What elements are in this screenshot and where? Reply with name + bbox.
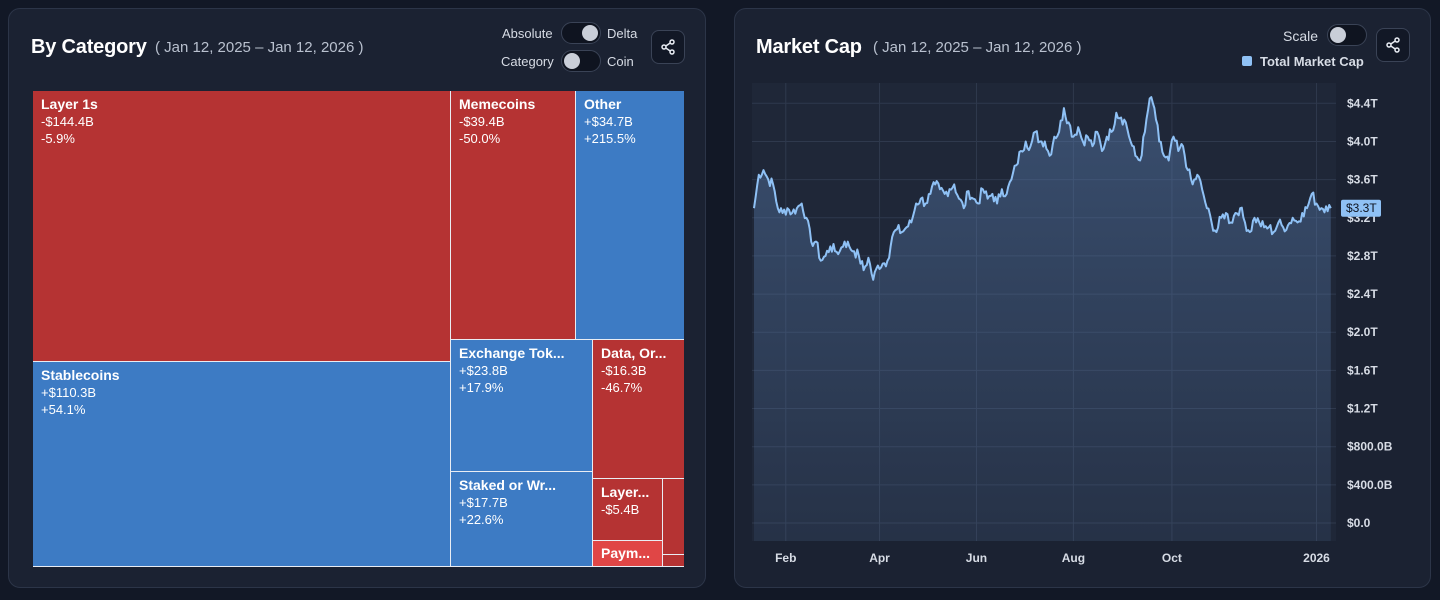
cell-delta: +$110.3B bbox=[41, 385, 97, 400]
cell-pct: -5.9% bbox=[41, 131, 75, 146]
treemap-title: By Category bbox=[31, 36, 147, 58]
y-tick-label: $0.0 bbox=[1347, 516, 1371, 530]
share-icon bbox=[661, 39, 675, 55]
treemap-cell-data-oracles[interactable]: Data, Or... -$16.3B -46.7% bbox=[593, 340, 684, 479]
toggle-knob bbox=[564, 53, 580, 69]
y-tick-label: $2.4T bbox=[1347, 287, 1378, 301]
treemap-cell-memecoins[interactable]: Memecoins -$39.4B -50.0% bbox=[451, 91, 576, 340]
cell-pct: -50.0% bbox=[459, 131, 501, 146]
market-cap-chart: $0.0 $400.0B $800.0B $1.2T $1.6T $2.0T $2.4T $2… bbox=[752, 83, 1393, 565]
treemap-cell-layer-1s[interactable]: Layer 1s -$144.4B -5.9% bbox=[33, 91, 451, 362]
category-treemap-panel: By Category ( Jan 12, 2025 – Jan 12, 202… bbox=[8, 8, 706, 588]
toggle-coin-label: Coin bbox=[607, 54, 634, 69]
x-tick-label: Apr bbox=[869, 551, 890, 565]
cell-pct: +22.6% bbox=[459, 512, 504, 527]
scale-toggle[interactable] bbox=[1327, 24, 1367, 46]
market-cap-line[interactable] bbox=[753, 96, 1332, 281]
treemap-date-range: ( Jan 12, 2025 – Jan 12, 2026 ) bbox=[155, 39, 364, 56]
treemap: Layer 1s -$144.4B -5.9% Stablecoins +$11… bbox=[33, 91, 684, 567]
cell-label: Exchange Tok... bbox=[459, 345, 565, 361]
share-icon bbox=[1386, 37, 1400, 53]
absolute-delta-toggle[interactable] bbox=[561, 22, 601, 44]
x-tick-label: Oct bbox=[1162, 551, 1182, 565]
y-tick-label: $1.6T bbox=[1347, 363, 1378, 377]
cell-delta: -$39.4B bbox=[459, 114, 505, 129]
cell-label: Staked or Wr... bbox=[459, 477, 556, 493]
treemap-cell-small-1[interactable] bbox=[663, 479, 684, 555]
treemap-cell-small-2[interactable] bbox=[663, 555, 684, 567]
market-cap-share-button[interactable] bbox=[1376, 28, 1410, 62]
x-tick-label: 2026 bbox=[1303, 551, 1330, 565]
y-tick-label: $400.0B bbox=[1347, 478, 1393, 492]
legend-total-market-cap[interactable]: Total Market Cap bbox=[1260, 54, 1364, 69]
cell-delta: +$34.7B bbox=[584, 114, 633, 129]
market-cap-area bbox=[754, 97, 1331, 541]
y-tick-label: $2.0T bbox=[1347, 325, 1378, 339]
market-cap-date-range: ( Jan 12, 2025 – Jan 12, 2026 ) bbox=[873, 39, 1082, 56]
x-tick-label: Feb bbox=[775, 551, 796, 565]
cell-label: Memecoins bbox=[459, 96, 536, 112]
toggle-category-label: Category bbox=[501, 54, 554, 69]
y-tick-label: $800.0B bbox=[1347, 440, 1393, 454]
scale-label: Scale bbox=[1283, 28, 1319, 44]
x-tick-label: Jun bbox=[966, 551, 987, 565]
cell-delta: -$144.4B bbox=[41, 114, 94, 129]
cell-label: Layer... bbox=[601, 484, 650, 500]
treemap-cell-exchange-tokens[interactable]: Exchange Tok... +$23.8B +17.9% bbox=[451, 340, 593, 472]
y-tick-label: $2.8T bbox=[1347, 249, 1378, 263]
cell-label: Stablecoins bbox=[41, 367, 120, 383]
treemap-share-button[interactable] bbox=[651, 30, 685, 64]
treemap-cell-stablecoins[interactable]: Stablecoins +$110.3B +54.1% bbox=[33, 362, 451, 567]
cell-pct: +215.5% bbox=[584, 131, 636, 146]
cell-pct: +54.1% bbox=[41, 402, 86, 417]
cell-label: Paym... bbox=[601, 545, 651, 561]
cell-delta: -$5.4B bbox=[601, 502, 640, 517]
category-coin-toggle[interactable] bbox=[561, 50, 601, 72]
cell-pct: -46.7% bbox=[601, 380, 643, 395]
y-tick-label: $4.0T bbox=[1347, 134, 1378, 148]
y-tick-label: $4.4T bbox=[1347, 96, 1378, 110]
toggle-knob bbox=[1330, 27, 1346, 43]
treemap-cell-layer-2s[interactable]: Layer... -$5.4B bbox=[593, 479, 663, 541]
current-value-label: $3.3T bbox=[1346, 201, 1377, 215]
toggle-delta-label: Delta bbox=[607, 26, 638, 41]
cell-delta: +$23.8B bbox=[459, 363, 508, 378]
cell-pct: +17.9% bbox=[459, 380, 504, 395]
market-cap-panel: Market Cap ( Jan 12, 2025 – Jan 12, 2026… bbox=[734, 8, 1431, 588]
x-tick-label: Aug bbox=[1062, 551, 1085, 565]
treemap-cell-staked-wrapped[interactable]: Staked or Wr... +$17.7B +22.6% bbox=[451, 472, 593, 567]
cell-delta: -$16.3B bbox=[601, 363, 647, 378]
y-tick-label: $1.2T bbox=[1347, 402, 1378, 416]
cell-label: Other bbox=[584, 96, 622, 112]
legend-swatch-total-market-cap bbox=[1242, 56, 1252, 66]
market-cap-title: Market Cap bbox=[756, 36, 862, 58]
treemap-cell-payments[interactable]: Paym... bbox=[593, 541, 663, 567]
toggle-knob bbox=[582, 25, 598, 41]
treemap-cell-other[interactable]: Other +$34.7B +215.5% bbox=[576, 91, 684, 340]
toggle-absolute-label: Absolute bbox=[502, 26, 553, 41]
cell-label: Data, Or... bbox=[601, 345, 667, 361]
current-value-badge bbox=[1341, 199, 1381, 217]
y-tick-label: $3.6T bbox=[1347, 173, 1378, 187]
cell-delta: +$17.7B bbox=[459, 495, 508, 510]
cell-label: Layer 1s bbox=[41, 96, 98, 112]
